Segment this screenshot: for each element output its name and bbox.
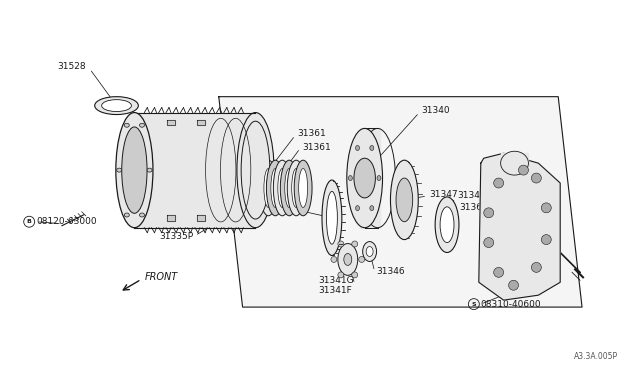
Ellipse shape: [484, 238, 493, 247]
Ellipse shape: [264, 169, 273, 208]
Ellipse shape: [237, 113, 274, 228]
Ellipse shape: [518, 165, 529, 175]
Text: 08120-63000: 08120-63000: [36, 217, 97, 226]
Ellipse shape: [541, 235, 551, 244]
Ellipse shape: [493, 178, 504, 188]
Ellipse shape: [338, 244, 358, 275]
Text: 31341F: 31341F: [318, 286, 352, 295]
Ellipse shape: [396, 178, 413, 222]
Polygon shape: [219, 97, 582, 307]
Ellipse shape: [358, 256, 365, 262]
Ellipse shape: [356, 145, 360, 150]
Text: 31346: 31346: [376, 267, 405, 276]
Ellipse shape: [354, 158, 376, 198]
Ellipse shape: [326, 191, 337, 244]
Ellipse shape: [484, 208, 493, 218]
Ellipse shape: [147, 168, 152, 172]
Text: 31341G: 31341G: [318, 276, 354, 285]
Ellipse shape: [500, 151, 529, 175]
Ellipse shape: [363, 241, 376, 262]
Ellipse shape: [299, 169, 308, 208]
Ellipse shape: [271, 169, 280, 208]
Ellipse shape: [124, 123, 129, 127]
Ellipse shape: [294, 160, 312, 216]
Ellipse shape: [278, 169, 287, 208]
Ellipse shape: [122, 127, 147, 213]
Text: 31362: 31362: [218, 193, 246, 202]
Ellipse shape: [287, 160, 305, 216]
Ellipse shape: [292, 169, 301, 208]
Text: 31340: 31340: [421, 106, 450, 115]
Text: 31361: 31361: [302, 143, 331, 152]
Polygon shape: [134, 113, 255, 228]
Ellipse shape: [377, 176, 381, 180]
Ellipse shape: [347, 128, 383, 228]
Ellipse shape: [266, 160, 284, 216]
Ellipse shape: [352, 272, 358, 278]
Ellipse shape: [273, 160, 291, 216]
Ellipse shape: [285, 169, 294, 208]
Text: 31369M: 31369M: [459, 203, 495, 212]
Polygon shape: [500, 153, 529, 168]
Text: B: B: [27, 219, 31, 224]
Polygon shape: [360, 128, 380, 228]
Text: S: S: [472, 302, 476, 307]
Text: 31528: 31528: [57, 62, 86, 71]
Ellipse shape: [541, 203, 551, 213]
Ellipse shape: [116, 168, 122, 172]
Polygon shape: [197, 119, 205, 125]
Ellipse shape: [344, 253, 352, 265]
Ellipse shape: [390, 160, 419, 240]
Ellipse shape: [493, 267, 504, 277]
Ellipse shape: [531, 262, 541, 272]
Text: 31650: 31650: [127, 199, 156, 208]
Ellipse shape: [509, 280, 518, 290]
Polygon shape: [197, 215, 205, 221]
Ellipse shape: [331, 256, 337, 262]
Text: 31348: 31348: [457, 192, 486, 201]
Text: 31335P: 31335P: [159, 232, 193, 241]
Polygon shape: [167, 119, 175, 125]
Text: 08310-40600: 08310-40600: [481, 299, 541, 309]
Ellipse shape: [280, 160, 298, 216]
Ellipse shape: [440, 207, 454, 243]
Ellipse shape: [322, 180, 342, 256]
Ellipse shape: [338, 272, 344, 278]
Ellipse shape: [370, 206, 374, 211]
Ellipse shape: [370, 145, 374, 150]
Text: 31362: 31362: [218, 180, 246, 189]
Ellipse shape: [124, 213, 129, 217]
Text: A3.3A.005P: A3.3A.005P: [573, 352, 618, 361]
Ellipse shape: [140, 123, 145, 127]
Ellipse shape: [531, 173, 541, 183]
Ellipse shape: [116, 113, 153, 228]
Ellipse shape: [241, 121, 270, 219]
Text: FRONT: FRONT: [145, 272, 177, 282]
Ellipse shape: [95, 97, 138, 115]
Ellipse shape: [259, 160, 277, 216]
Polygon shape: [167, 215, 175, 221]
Ellipse shape: [356, 206, 360, 211]
Ellipse shape: [435, 197, 459, 253]
Ellipse shape: [348, 176, 353, 180]
Text: 31347: 31347: [429, 190, 458, 199]
Polygon shape: [479, 153, 560, 300]
Ellipse shape: [140, 213, 145, 217]
Ellipse shape: [366, 247, 373, 256]
Text: 31361: 31361: [297, 129, 326, 138]
Ellipse shape: [102, 100, 131, 112]
Ellipse shape: [352, 241, 358, 247]
Text: 31341: 31341: [273, 206, 302, 215]
Ellipse shape: [338, 241, 344, 247]
